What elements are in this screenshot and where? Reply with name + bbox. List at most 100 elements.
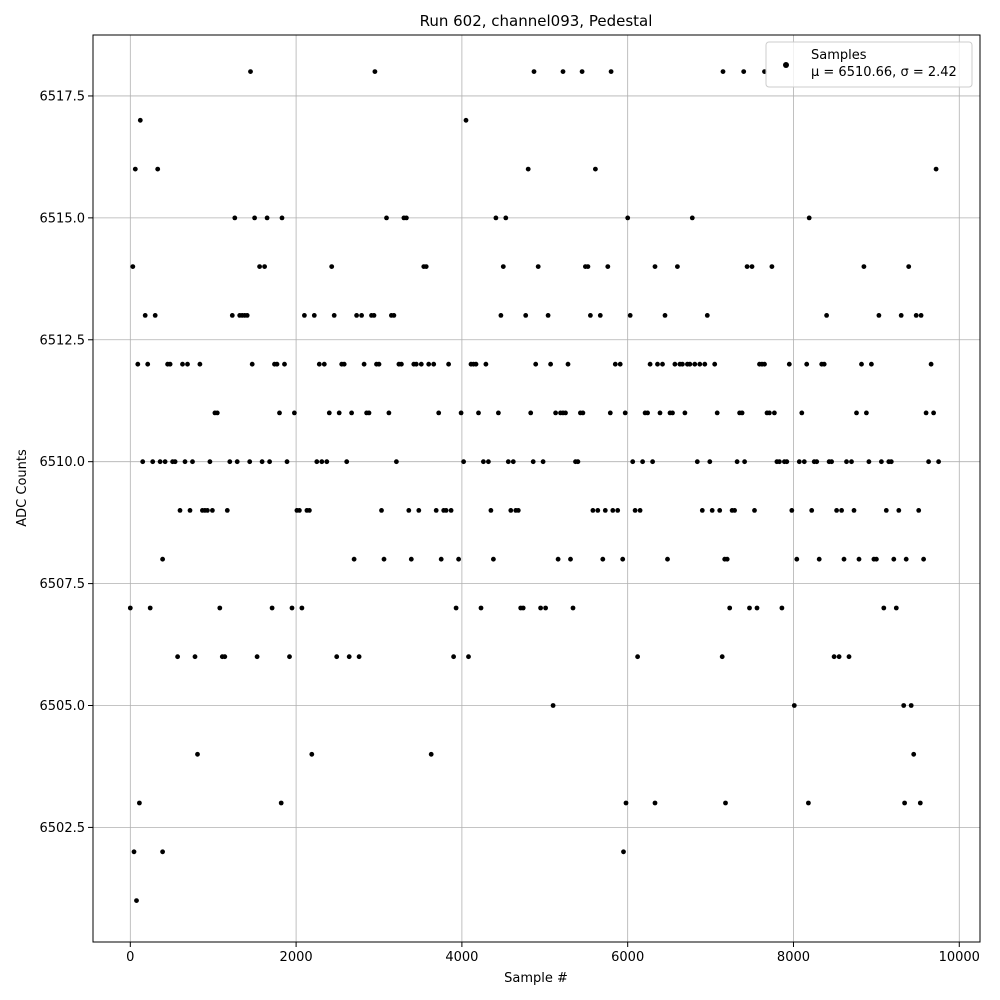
scatter-point bbox=[829, 459, 834, 465]
y-tick-label: 6517.5 bbox=[40, 89, 86, 104]
scatter-point bbox=[712, 361, 718, 367]
scatter-point bbox=[652, 264, 658, 269]
scatter-point bbox=[394, 459, 399, 465]
scatter-point bbox=[560, 69, 566, 74]
scatter-point bbox=[175, 654, 181, 660]
scatter-point bbox=[672, 361, 678, 367]
scatter-point bbox=[752, 508, 757, 513]
y-axis-label: ADC Counts bbox=[15, 449, 30, 527]
scatter-point bbox=[553, 410, 558, 416]
scatter-point bbox=[579, 69, 585, 74]
scatter-point bbox=[232, 215, 238, 221]
scatter-point bbox=[147, 605, 153, 611]
scatter-point bbox=[568, 556, 573, 562]
scatter-point bbox=[384, 215, 389, 221]
scatter-point bbox=[816, 556, 822, 562]
scatter-point bbox=[786, 361, 792, 367]
scatter-point bbox=[650, 459, 655, 465]
scatter-point bbox=[869, 361, 874, 367]
scatter-point bbox=[839, 508, 844, 513]
scatter-point bbox=[155, 166, 161, 172]
scatter-point bbox=[665, 556, 670, 562]
scatter-point bbox=[893, 605, 899, 611]
scatter-point bbox=[244, 313, 250, 318]
scatter-point bbox=[282, 361, 287, 367]
scatter-point bbox=[224, 508, 230, 513]
scatter-point bbox=[257, 264, 262, 269]
scatter-point bbox=[563, 410, 568, 416]
scatter-point bbox=[806, 800, 811, 806]
scatter-point bbox=[533, 361, 539, 367]
scatter-point bbox=[902, 800, 907, 806]
scatter-point bbox=[205, 508, 210, 513]
scatter-point bbox=[796, 459, 802, 465]
scatter-point bbox=[588, 313, 593, 318]
scatter-point bbox=[329, 264, 335, 269]
scatter-point bbox=[916, 508, 922, 513]
scatter-point bbox=[540, 459, 546, 465]
scatter-point bbox=[926, 459, 931, 465]
scatter-point bbox=[913, 313, 919, 318]
scatter-point bbox=[349, 410, 354, 416]
scatter-point bbox=[438, 556, 444, 562]
scatter-point bbox=[433, 508, 439, 513]
scatter-point bbox=[311, 313, 317, 318]
scatter-point bbox=[448, 508, 454, 513]
scatter-point bbox=[600, 556, 606, 562]
scatter-point bbox=[744, 264, 750, 269]
scatter-point bbox=[565, 361, 571, 367]
scatter-point bbox=[799, 410, 805, 416]
scatter-point bbox=[831, 654, 837, 660]
scatter-point bbox=[814, 459, 820, 465]
scatter-point bbox=[767, 410, 772, 416]
scatter-point bbox=[739, 410, 745, 416]
scatter-point bbox=[876, 313, 882, 318]
scatter-point bbox=[692, 361, 698, 367]
x-tick-label: 0 bbox=[126, 950, 134, 965]
scatter-point bbox=[608, 69, 614, 74]
scatter-point bbox=[172, 459, 178, 465]
scatter-point bbox=[137, 117, 143, 123]
scatter-point bbox=[921, 556, 926, 562]
y-tick-label: 6510.0 bbox=[40, 455, 86, 470]
scatter-point bbox=[699, 508, 705, 513]
scatter-point bbox=[135, 361, 141, 367]
scatter-point bbox=[299, 605, 305, 611]
axis-ticks: 0 2000 4000 6000 8000 10000 6502.5 6505.0 6507.5… bbox=[40, 89, 980, 965]
scatter-point bbox=[844, 459, 849, 465]
scatter-point bbox=[888, 459, 894, 465]
scatter-point bbox=[371, 313, 377, 318]
scatter-point bbox=[801, 459, 807, 465]
scatter-point bbox=[806, 215, 812, 221]
scatter-point bbox=[689, 215, 695, 221]
scatter-point bbox=[593, 166, 598, 172]
scatter-point bbox=[585, 264, 591, 269]
scatter-point bbox=[461, 459, 466, 465]
scatter-point bbox=[675, 264, 680, 269]
scatter-point bbox=[456, 556, 461, 562]
scatter-point bbox=[861, 264, 867, 269]
y-tick-label: 6515.0 bbox=[40, 211, 86, 226]
scatter-point bbox=[520, 605, 526, 611]
scatter-point bbox=[545, 313, 551, 318]
scatter-point bbox=[132, 166, 138, 172]
scatter-point bbox=[846, 654, 852, 660]
scatter-point bbox=[724, 556, 730, 562]
scatter-point bbox=[473, 361, 479, 367]
scatter-point bbox=[264, 215, 270, 221]
scatter-point bbox=[645, 410, 650, 416]
scatter-point bbox=[443, 508, 449, 513]
scatter-point bbox=[923, 410, 929, 416]
scatter-point bbox=[901, 703, 907, 708]
scatter-point bbox=[555, 556, 561, 562]
scatter-point bbox=[152, 313, 158, 318]
scatter-point bbox=[227, 459, 233, 465]
scatter-point bbox=[680, 361, 685, 367]
scatter-point bbox=[408, 556, 414, 562]
scatter-point bbox=[702, 361, 708, 367]
x-tick-label: 4000 bbox=[445, 950, 478, 965]
scatter-point bbox=[386, 410, 392, 416]
scatter-point bbox=[192, 654, 198, 660]
